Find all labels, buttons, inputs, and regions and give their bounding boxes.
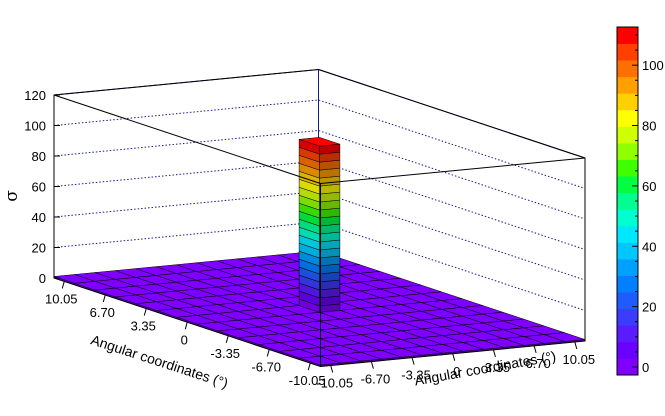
- colorbar-segment: [617, 76, 638, 94]
- colorbar-tick-label: 60: [642, 179, 656, 194]
- x-tick-label: 3.35: [131, 319, 156, 334]
- z-tick-label: 80: [32, 149, 46, 164]
- x-axis-title: Angular coordinates (°): [89, 331, 230, 391]
- box-edge: [318, 69, 586, 159]
- colorbar-segment: [617, 159, 638, 177]
- z-gridline: [53, 160, 586, 250]
- colorbar-segment: [617, 27, 638, 44]
- colorbar-segment: [617, 209, 638, 227]
- colorbar-segment: [617, 225, 638, 243]
- bar: [298, 137, 341, 315]
- colorbar-segment: [617, 192, 638, 210]
- z-tick-label: 60: [32, 180, 46, 195]
- x-tick-label: -10.05: [289, 373, 326, 388]
- x-tick: [307, 362, 311, 371]
- colorbar-segment: [617, 60, 638, 78]
- colorbar-tick-label: 100: [642, 58, 664, 73]
- colorbar-segment: [617, 93, 638, 111]
- z-gridline: [53, 190, 586, 281]
- colorbar-segment: [617, 358, 638, 376]
- colorbar-segment: [617, 43, 638, 61]
- z-gridline: [53, 221, 586, 311]
- y-tick: [452, 353, 456, 361]
- colorbar-segment: [617, 341, 638, 359]
- y-tick: [574, 341, 578, 350]
- z-tick-label: 40: [32, 210, 46, 225]
- colorbar-segment: [617, 325, 638, 343]
- y-tick: [492, 349, 496, 357]
- y-tick: [411, 357, 415, 365]
- y-tick-label: -10.05: [316, 376, 353, 391]
- x-tick: [266, 349, 270, 357]
- colorbar-tick-label: 0: [642, 360, 649, 375]
- colorbar-segment: [617, 292, 638, 310]
- x-tick-label: 0: [181, 332, 188, 347]
- colorbar-segment: [617, 176, 638, 194]
- box-edge: [320, 157, 586, 184]
- x-tick: [184, 322, 188, 330]
- x-tick-label: 6.70: [90, 305, 115, 320]
- y-tick-label: 10.05: [563, 352, 596, 367]
- x-tick-label: -6.70: [251, 359, 281, 374]
- y-tick: [533, 345, 537, 354]
- colorbar-segment: [617, 242, 638, 260]
- colorbar-segment: [617, 126, 638, 144]
- x-tick: [61, 281, 65, 289]
- x-tick: [102, 294, 106, 303]
- x-tick-label: 10.05: [45, 291, 78, 306]
- y-tick-label: 3.35: [485, 360, 510, 375]
- z-tick-label: 20: [32, 241, 46, 256]
- z-axis-title: σ: [2, 190, 22, 202]
- y-tick-label: -6.70: [361, 372, 391, 387]
- x-tick: [225, 335, 229, 343]
- z-gridline: [53, 99, 586, 189]
- y-tick-label: -3.35: [401, 368, 431, 383]
- colorbar-segment: [617, 143, 638, 160]
- z-tick-label: 120: [24, 88, 46, 103]
- y-tick: [330, 365, 334, 373]
- colorbar-tick-label: 80: [642, 119, 656, 134]
- y-tick-label: 6.70: [525, 356, 550, 371]
- box-edge: [53, 94, 321, 184]
- colorbar-segment: [617, 259, 638, 276]
- back-wall-left: [53, 68, 319, 279]
- colorbar-segment: [617, 275, 638, 293]
- box-edge: [53, 69, 319, 96]
- z-gridline: [53, 129, 586, 220]
- colorbar-segment: [617, 308, 638, 326]
- z-tick-label: 0: [39, 271, 46, 286]
- colorbar-tick-label: 40: [642, 239, 656, 254]
- x-tick-label: -3.35: [210, 346, 240, 361]
- colorbar-segment: [617, 109, 638, 127]
- z-tick-label: 100: [24, 119, 46, 134]
- y-tick-label: 0: [453, 364, 460, 379]
- colorbar-tick-label: 20: [642, 300, 656, 315]
- x-tick: [143, 308, 147, 316]
- y-tick: [370, 361, 374, 369]
